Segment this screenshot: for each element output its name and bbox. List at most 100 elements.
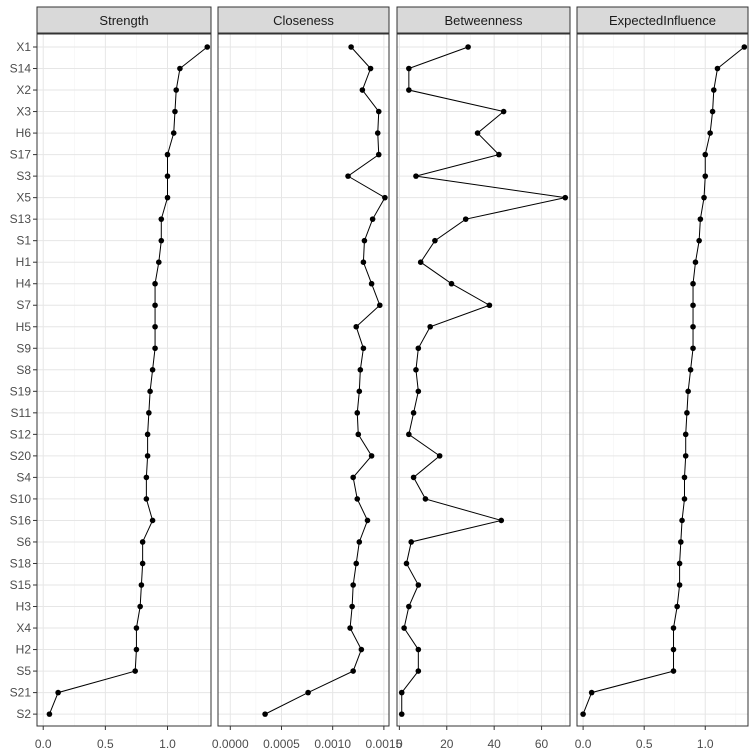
point-expectedinfluence-h3 [674,603,680,610]
point-expectedinfluence-s20 [682,453,689,459]
point-strength-s19 [147,388,153,395]
panel-border [217,33,390,727]
point-strength-h1 [156,259,162,266]
point-betweenness-h4 [448,280,455,287]
point-expectedinfluence-x2 [711,87,717,93]
y-tick-label-h2: H2 [16,643,32,657]
point-expectedinfluence-h2 [670,646,677,653]
y-tick-label-s6: S6 [16,535,31,549]
point-closeness-s16 [364,517,371,524]
point-strength-s17 [164,151,171,158]
point-expectedinfluence-s16 [679,517,685,524]
point-closeness-x1 [348,44,354,50]
point-closeness-s9 [360,345,367,352]
point-strength-s21 [55,689,61,696]
point-closeness-s7 [376,302,383,309]
series-line-expectedinfluence [582,46,745,715]
panel-background [218,34,389,726]
point-expectedinfluence-x3 [709,108,716,115]
point-closeness-s12 [355,431,362,438]
point-betweenness-s17 [496,151,502,158]
x-tick-label-strength: 0.0 [35,737,52,751]
point-strength-h4 [152,280,158,287]
point-expectedinfluence-s14 [714,65,721,72]
point-expectedinfluence-s9 [690,345,696,352]
point-betweenness-s6 [408,539,415,545]
point-strength-s1 [158,237,165,244]
panel-strip-closeness [217,6,390,34]
point-closeness-s18 [353,560,360,567]
panel-title-expectedinfluence: ExpectedInfluence [609,13,716,28]
y-tick-label-s12: S12 [10,427,32,441]
point-closeness-s19 [356,388,363,395]
panel-strip-expectedinfluence [576,6,749,34]
point-expectedinfluence-s4 [681,474,688,481]
point-strength-s4 [143,474,150,481]
point-closeness-s3 [345,173,351,179]
y-tick-label-h1: H1 [16,255,32,269]
y-axis: X1 S14 X2 X3 H6 S17 S3 X5 S13 S1 H1 H4 S7 H5 S9 S8 S19 S1… [10,40,37,721]
y-tick-label-s8: S8 [16,363,31,377]
point-expectedinfluence-h4 [690,280,696,287]
point-closeness-s4 [350,474,356,481]
x-tick-label-betweenness: 0 [396,737,403,751]
x-tick-label-closeness: 0.0005 [263,737,300,751]
x-tick-label-closeness: 0.0010 [314,737,351,751]
point-betweenness-h1 [417,259,424,266]
point-betweenness-s8 [413,367,419,373]
point-closeness-h6 [374,130,381,136]
point-strength-h2 [133,646,140,653]
point-closeness-s2 [262,711,268,717]
y-tick-label-h4: H4 [16,277,32,291]
y-tick-label-s2: S2 [16,707,31,721]
point-strength-s18 [139,560,146,567]
point-betweenness-x1 [465,44,471,50]
point-expectedinfluence-x4 [670,625,677,631]
panel-background [577,34,748,726]
point-betweenness-s18 [403,560,410,567]
panel-border [576,33,749,727]
point-strength-s7 [152,302,158,309]
y-tick-label-s13: S13 [10,212,32,226]
point-betweenness-s14 [406,65,412,72]
point-closeness-s1 [361,237,368,244]
panel-title-closeness: Closeness [273,13,334,28]
series-line-betweenness [401,46,566,715]
point-betweenness-x2 [406,87,412,93]
point-expectedinfluence-s11 [684,410,690,416]
point-betweenness-s21 [398,689,405,696]
point-closeness-h1 [360,259,367,266]
point-betweenness-s10 [422,496,429,502]
y-tick-label-x5: X5 [16,191,31,205]
x-tick-label-closeness: 0.0015 [366,737,403,751]
point-strength-x4 [133,625,140,631]
panel-closeness: Closeness 0.0000 0.0005 0.0010 0.0015 [212,6,403,751]
point-expectedinfluence-s21 [588,689,595,696]
y-tick-label-s20: S20 [10,449,32,463]
x-tick-label-expectedinfluence: 0.0 [575,737,592,751]
panel-strip-betweenness [396,6,571,34]
point-expectedinfluence-h6 [707,130,713,136]
point-strength-s11 [146,410,152,416]
point-betweenness-s11 [410,410,417,416]
point-expectedinfluence-x1 [741,44,748,50]
point-expectedinfluence-s7 [690,302,696,309]
y-tick-label-h6: H6 [16,126,32,140]
y-tick-label-s10: S10 [10,492,32,506]
y-tick-label-s9: S9 [16,341,31,355]
x-tick-label-closeness: 0.0000 [212,737,249,751]
point-expectedinfluence-s2 [580,711,586,717]
x-tick-label-betweenness: 20 [440,737,454,751]
y-tick-label-s3: S3 [16,169,31,183]
point-expectedinfluence-x5 [701,194,707,201]
point-expectedinfluence-h5 [690,323,696,330]
point-expectedinfluence-s5 [670,668,677,674]
point-strength-x3 [172,108,178,115]
point-strength-x1 [204,44,211,50]
point-betweenness-s7 [486,302,493,309]
point-strength-h6 [170,130,177,136]
point-betweenness-s3 [413,173,419,179]
point-betweenness-s2 [398,711,405,717]
point-strength-s16 [149,517,156,524]
